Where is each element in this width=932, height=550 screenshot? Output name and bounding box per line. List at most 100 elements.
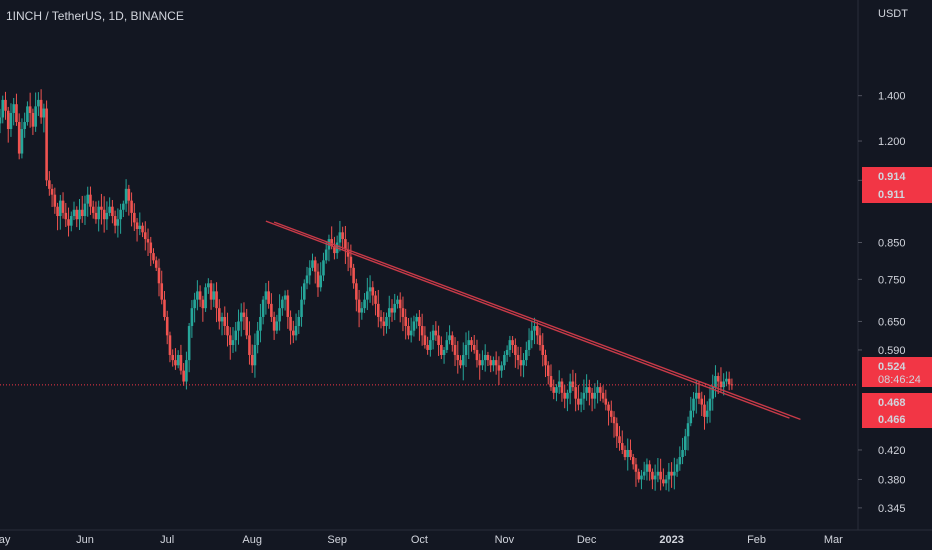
candle-body (546, 365, 550, 377)
candle-body (272, 316, 276, 331)
candle-body (176, 354, 180, 366)
candle-body (226, 326, 229, 336)
candle-body (379, 316, 383, 322)
candle-body (346, 249, 350, 257)
candle-body (522, 360, 525, 366)
candle-body (231, 340, 235, 346)
candle-body (105, 212, 109, 220)
candle-body (6, 110, 10, 130)
candle-body (615, 423, 619, 437)
candle-body (39, 99, 43, 118)
candle-body (431, 330, 435, 341)
candle-body (239, 312, 243, 322)
candle-body (313, 260, 317, 272)
candle-body (237, 321, 240, 331)
candle-body (75, 209, 79, 220)
candle-body (730, 384, 734, 386)
candle-body (196, 291, 199, 300)
candle-body (642, 471, 646, 476)
candle-body (544, 354, 547, 366)
candle-body (83, 203, 87, 217)
candle-body (656, 471, 660, 476)
candle-body (168, 335, 172, 355)
candle-body (511, 340, 514, 346)
x-tick-label: Aug (242, 534, 262, 546)
candle-body (596, 387, 599, 393)
candle-body (267, 291, 270, 304)
candle-body (349, 256, 353, 268)
candle-body (187, 326, 191, 361)
candle-body (503, 354, 506, 366)
candle-body (15, 104, 18, 123)
candle-body (207, 283, 210, 288)
candle-body (445, 340, 449, 350)
candle-body (108, 206, 111, 213)
candle-body (505, 349, 509, 355)
candle-body (599, 387, 602, 393)
candle-body (234, 330, 238, 341)
candle-body (261, 299, 265, 317)
candle-body (686, 423, 690, 437)
price-label: 0.911 (878, 189, 905, 201)
candle-body (727, 378, 731, 385)
candle-body (725, 378, 728, 382)
candle-body (626, 449, 630, 458)
candle-body (675, 464, 679, 472)
candle-body (486, 354, 490, 361)
candle-body (217, 308, 221, 322)
candle-body (270, 303, 273, 317)
x-tick-label: Dec (577, 534, 597, 546)
candle-body (50, 188, 54, 195)
candle-body (256, 330, 259, 346)
price-label-box (862, 357, 932, 387)
y-tick-label: 0.650 (878, 316, 906, 328)
candle-body (281, 299, 284, 309)
candle-body (12, 104, 16, 113)
candle-body (23, 122, 26, 130)
candle-body (220, 316, 224, 322)
candle-body (620, 443, 624, 450)
candle-body (242, 312, 246, 317)
candle-body (338, 232, 342, 243)
candle-body (26, 106, 29, 123)
candle-body (174, 360, 177, 366)
candle-body (651, 471, 654, 480)
y-tick-label: 0.345 (878, 503, 906, 515)
candle-body (264, 291, 268, 300)
trendline (273, 221, 801, 421)
candle-body (245, 316, 249, 336)
candle-body (653, 475, 657, 480)
candle-body (0, 117, 2, 124)
symbol-title: 1INCH / TetherUS, 1D, BINANCE (6, 9, 184, 23)
candle-body (215, 291, 218, 309)
candle-body (253, 345, 257, 366)
candle-body (300, 299, 303, 317)
candle-body (275, 321, 279, 331)
candle-body (560, 381, 564, 393)
candle-body (20, 129, 24, 154)
x-tick-label: Jul (160, 534, 174, 546)
candle-body (374, 295, 377, 304)
candle-body (311, 260, 314, 268)
candle-body (453, 345, 457, 355)
candle-body (376, 303, 380, 317)
candle-body (530, 330, 534, 341)
candle-body (623, 449, 627, 458)
candle-body (440, 345, 443, 355)
candle-body (302, 283, 306, 300)
candle-body (401, 308, 405, 317)
candle-body (426, 345, 429, 350)
candle-body (574, 387, 577, 399)
candle-body (519, 360, 523, 366)
candle-body (577, 398, 580, 405)
candle-body (593, 392, 597, 399)
candle-body (319, 275, 323, 288)
candle-body (119, 209, 122, 220)
candle-body (113, 216, 117, 226)
candle-body (154, 260, 158, 268)
candle-body (464, 345, 468, 355)
candle-body (478, 360, 482, 366)
candle-body (286, 295, 290, 317)
candle-body (527, 340, 531, 350)
